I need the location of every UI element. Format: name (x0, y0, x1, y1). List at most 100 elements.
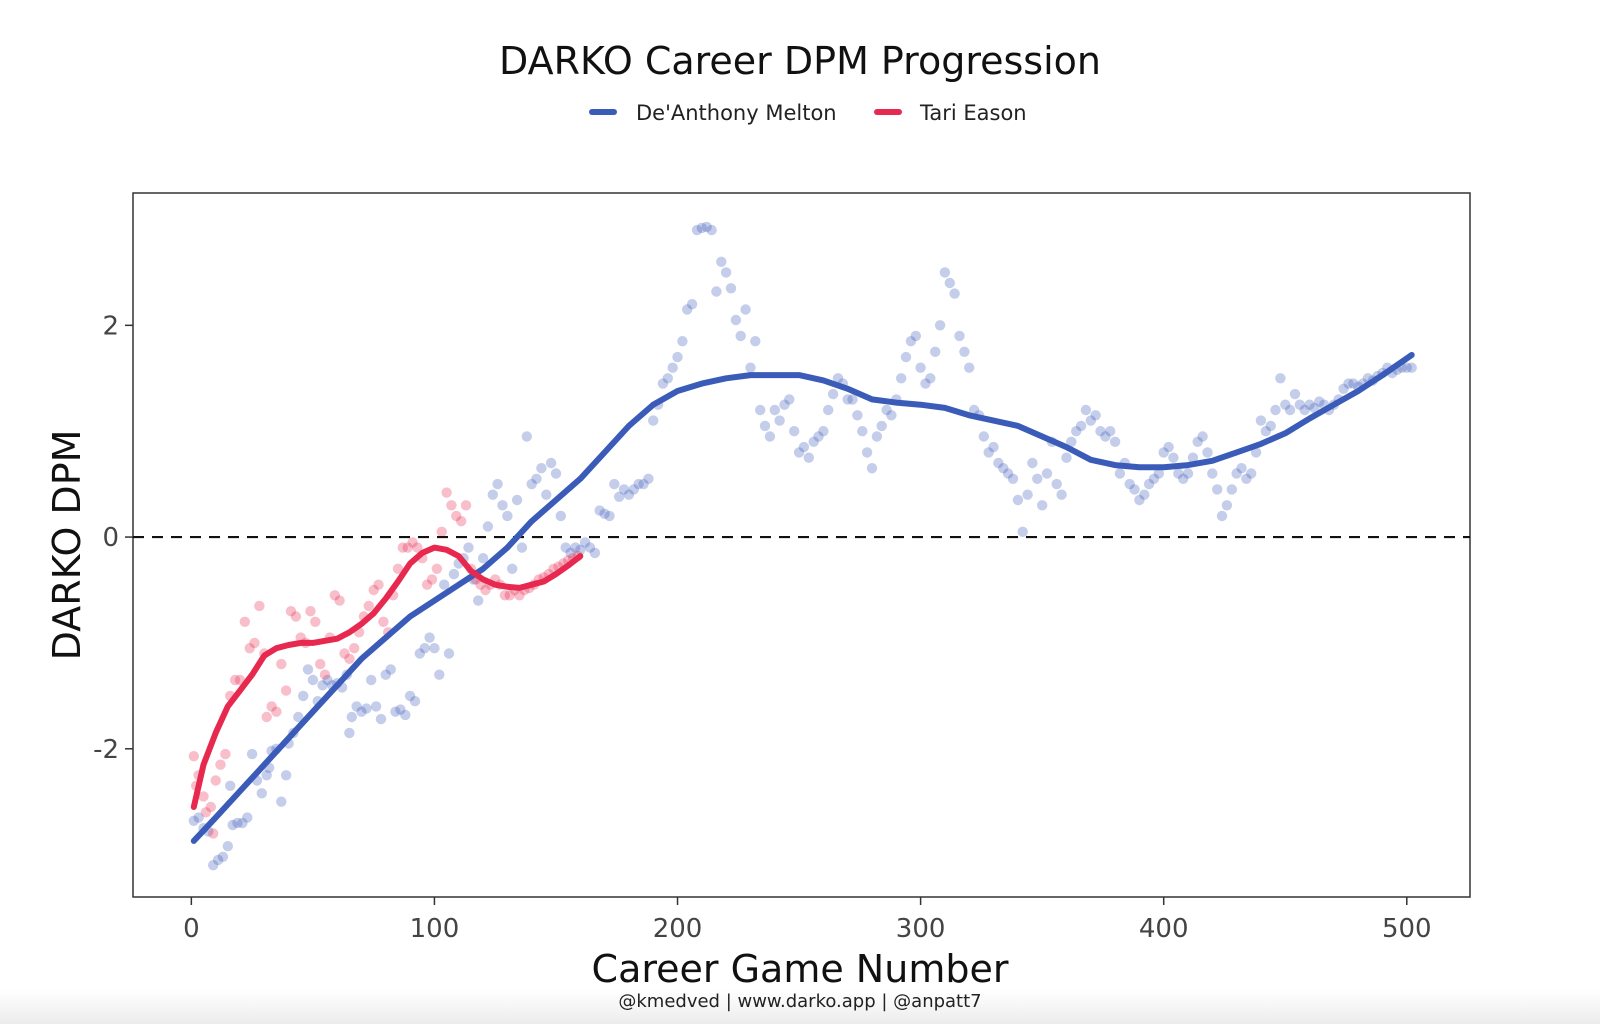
data-point-melton (886, 410, 897, 421)
points-layer (188, 221, 1417, 871)
data-point-eason (514, 590, 525, 601)
data-point-eason (368, 584, 379, 596)
y-tick-label: 2 (102, 311, 119, 341)
data-point-melton (1085, 415, 1097, 426)
data-point-melton (225, 780, 236, 791)
data-point-melton (419, 643, 430, 654)
data-point-melton (560, 542, 571, 553)
data-point-melton (852, 410, 863, 421)
data-point-melton (193, 812, 204, 823)
data-point-melton (832, 373, 844, 384)
data-point-melton (521, 431, 532, 442)
data-point-melton (623, 489, 635, 500)
data-point-melton (614, 491, 625, 502)
data-point-melton (222, 841, 233, 852)
data-point-melton (1148, 473, 1160, 484)
data-point-melton (662, 373, 673, 384)
plot-panel (132, 192, 1471, 898)
data-point-eason (373, 579, 384, 590)
data-point-melton (1309, 402, 1320, 414)
data-point-melton (1114, 468, 1126, 479)
data-point-melton (293, 711, 304, 723)
data-point-melton (536, 463, 547, 474)
data-point-melton (915, 362, 926, 373)
data-point-melton (1143, 478, 1155, 490)
data-point-melton (526, 478, 537, 490)
data-point-melton (823, 404, 834, 416)
data-point-melton (604, 510, 615, 522)
data-point-melton (633, 478, 644, 490)
data-point-melton (1037, 500, 1048, 511)
data-point-melton (487, 489, 498, 500)
data-point-eason (363, 600, 374, 612)
data-point-eason (349, 643, 360, 654)
data-point-melton (400, 709, 411, 721)
data-point-melton (482, 521, 494, 532)
data-point-melton (720, 267, 732, 278)
data-point-melton (847, 394, 858, 405)
data-point-melton (774, 415, 785, 426)
data-point-melton (443, 648, 455, 659)
data-point-melton (677, 336, 688, 347)
data-point-melton (861, 447, 873, 458)
data-point-melton (541, 489, 552, 500)
data-point-melton (672, 351, 683, 363)
data-point-melton (1095, 426, 1106, 437)
data-point-melton (1051, 478, 1062, 490)
data-point-melton (507, 563, 518, 574)
data-point-melton (356, 706, 367, 717)
data-point-melton (618, 484, 630, 495)
data-point-eason (205, 801, 216, 813)
data-point-eason (436, 526, 447, 537)
data-point-melton (1027, 457, 1038, 469)
data-point-melton (516, 542, 528, 553)
data-point-melton (1163, 441, 1174, 453)
data-point-melton (818, 426, 829, 437)
data-point-melton (414, 648, 425, 659)
data-point-eason (329, 590, 340, 601)
data-point-melton (361, 703, 372, 714)
data-point-melton (1348, 378, 1359, 389)
data-point-melton (1182, 468, 1194, 479)
data-point-eason (446, 500, 457, 511)
data-point-melton (1280, 399, 1291, 410)
data-point-melton (1007, 473, 1019, 484)
data-point-melton (866, 463, 878, 474)
data-point-melton (1241, 473, 1252, 484)
data-point-eason (310, 616, 321, 627)
data-point-melton (575, 544, 586, 555)
data-point-eason (344, 653, 355, 664)
data-point-melton (409, 696, 421, 707)
data-point-melton (439, 579, 450, 590)
legend-label-eason: Tari Eason (919, 101, 1027, 125)
data-point-melton (1100, 431, 1111, 442)
data-point-melton (667, 362, 678, 373)
data-point-melton (900, 351, 912, 363)
data-point-eason (229, 674, 241, 686)
data-point-melton (232, 817, 243, 829)
data-point-melton (657, 378, 669, 389)
smooth-line-eason (190, 544, 584, 810)
data-point-melton (351, 701, 362, 712)
data-point-melton (424, 632, 435, 643)
data-point-eason (261, 711, 272, 723)
data-point-melton (594, 505, 605, 516)
data-point-melton (366, 674, 377, 686)
data-point-melton (346, 711, 357, 723)
data-point-melton (1002, 468, 1014, 479)
data-point-melton (434, 669, 445, 680)
data-point-melton (628, 484, 639, 495)
caption: @kmedved | www.darko.app | @anpatt7 (618, 991, 981, 1012)
data-point-melton (246, 748, 258, 760)
data-point-melton (1066, 436, 1077, 447)
data-point-melton (808, 436, 819, 447)
data-point-eason (271, 706, 282, 717)
data-point-melton (1061, 452, 1072, 463)
data-point-melton (317, 680, 328, 691)
data-point-melton (1041, 468, 1053, 479)
data-point-melton (1105, 426, 1116, 437)
data-point-melton (1270, 404, 1281, 416)
data-point-melton (242, 812, 253, 823)
data-point-melton (565, 547, 576, 559)
data-point-eason (456, 516, 467, 527)
